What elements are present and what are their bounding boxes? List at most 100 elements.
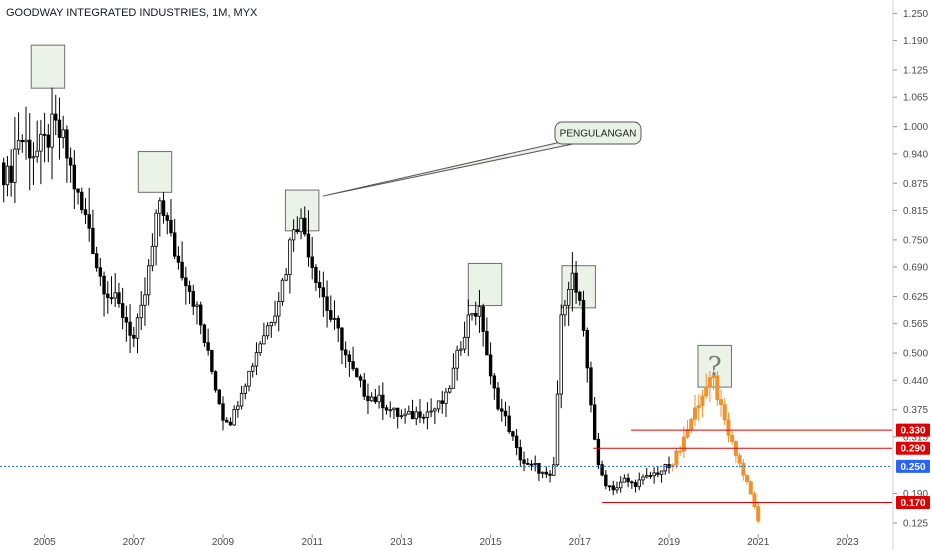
y-tick-label: 0.440 (903, 376, 928, 387)
projection-candle-body (689, 418, 694, 430)
candle-body (537, 463, 541, 474)
candle-body (403, 413, 407, 417)
highlight-box (697, 344, 732, 388)
candle-body (659, 470, 664, 475)
candle-body (555, 393, 560, 466)
candle-body (618, 481, 623, 489)
candle-body (187, 285, 192, 292)
candle-body (2, 162, 6, 186)
candle-body (295, 229, 300, 233)
x-tick-label: 2023 (836, 537, 859, 548)
candle-body (251, 365, 255, 372)
projection-candle-body (748, 481, 753, 495)
y-tick-label: 0.625 (903, 292, 928, 303)
candle-body (20, 139, 24, 143)
y-tick-label: 0.875 (903, 179, 928, 190)
candle-body (213, 371, 218, 391)
candle-body (325, 296, 329, 311)
candle-body (158, 200, 162, 214)
callout-bubble (554, 121, 642, 145)
projection-candle-body (685, 429, 690, 438)
projection-candle-body (745, 474, 750, 482)
candle-body (355, 368, 359, 378)
y-tick-label: 1.250 (903, 9, 928, 20)
level-price-tag: 0.330 (900, 426, 925, 437)
candle-body (239, 392, 244, 407)
candle-body (611, 485, 615, 491)
candle-body (172, 232, 177, 257)
candle-body (540, 471, 545, 474)
y-tick-label: 0.940 (903, 149, 928, 160)
candle-body (236, 405, 240, 410)
x-tick-label: 2011 (301, 537, 323, 548)
candle-body (373, 396, 378, 403)
candle-body (109, 297, 114, 300)
candle-body (50, 113, 54, 148)
candle-body (210, 349, 214, 372)
candle-body (626, 477, 630, 483)
candle-body (303, 217, 307, 235)
highlight-box (467, 262, 503, 307)
candle-body (135, 317, 140, 339)
candle-body (425, 411, 430, 418)
candle-body (470, 312, 474, 316)
candle-body (247, 370, 251, 387)
candle-body (9, 165, 13, 183)
candle-body (54, 113, 58, 121)
candle-body (329, 310, 333, 320)
candle-body (637, 479, 641, 487)
candle-body (462, 336, 467, 350)
candle-body (503, 410, 508, 417)
candle-body (28, 139, 32, 159)
candle-body (477, 306, 482, 317)
candle-body (94, 253, 99, 269)
projection-candle-body (730, 434, 735, 442)
candle-body (102, 275, 106, 295)
candle-body (80, 191, 84, 211)
y-tick-label: 0.500 (903, 349, 928, 360)
candle-body (630, 481, 634, 484)
candle-body (421, 416, 426, 419)
candle-body (336, 317, 340, 329)
candle-body (31, 156, 36, 159)
projection-candle-body (722, 404, 727, 421)
candle-body (622, 477, 627, 483)
candle-body (384, 407, 389, 411)
candle-body (314, 267, 318, 283)
candle-body (395, 407, 400, 417)
candle-body (176, 255, 181, 263)
candle-body (466, 314, 470, 338)
candle-body (451, 367, 456, 389)
candle-body (91, 227, 95, 255)
candle-body (496, 387, 500, 410)
projection-candle-body (704, 386, 709, 397)
candle-body (581, 299, 586, 331)
candle-body (607, 485, 612, 488)
candle-body (195, 304, 199, 307)
level-price-tag-bg (896, 441, 930, 455)
candle-body (511, 431, 515, 437)
candle-body (143, 294, 147, 306)
projection-candle-body (693, 407, 698, 420)
candle-body (381, 394, 385, 409)
candle-body (258, 343, 262, 354)
candle-body (124, 317, 129, 323)
candle-body (217, 389, 221, 405)
candle-body (340, 327, 344, 351)
candle-body (232, 409, 236, 426)
y-tick-label: 1.190 (903, 36, 928, 47)
y-tick-label: 1.125 (903, 66, 928, 77)
candle-body (388, 409, 392, 412)
candle-body (113, 292, 117, 299)
candle-body (243, 385, 247, 394)
projection-candle-body (711, 375, 716, 379)
candle-body (106, 293, 110, 299)
candle-body (645, 475, 649, 478)
candle-body (184, 277, 188, 287)
candle-body (150, 245, 155, 267)
candle-body (648, 475, 653, 477)
y-tick-label: 1.000 (903, 122, 928, 133)
candle-body (262, 335, 266, 345)
callout-text: PENGULANGAN (560, 129, 637, 140)
